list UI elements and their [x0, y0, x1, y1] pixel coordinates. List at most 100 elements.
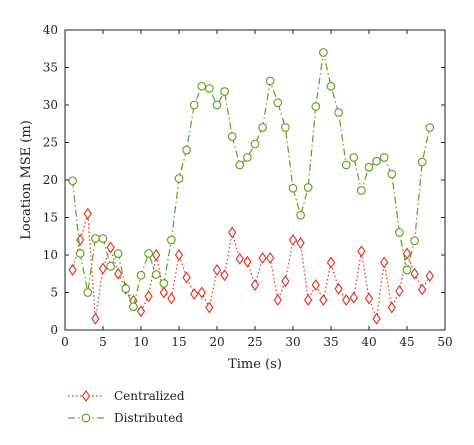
data-point-distributed — [121, 284, 131, 294]
data-point-distributed — [281, 123, 290, 132]
x-tick-label: 50 — [437, 335, 452, 349]
x-tick-label: 25 — [247, 335, 262, 349]
data-point-distributed — [75, 249, 85, 258]
data-point-distributed — [212, 100, 222, 110]
axes: 0 5 10 15 20 25 30 35 40 45 50 0 5 10 15 20 25 30 35 40 — [43, 23, 453, 349]
data-point-centralized — [273, 294, 282, 306]
data-point-centralized — [114, 267, 123, 280]
data-point-distributed — [113, 249, 123, 258]
data-point-distributed — [174, 174, 184, 183]
data-point-centralized — [182, 271, 191, 284]
data-point-centralized — [281, 275, 290, 288]
x-tick-label: 20 — [209, 335, 224, 349]
y-tick-label: 40 — [43, 23, 58, 37]
data-point-distributed — [106, 261, 115, 271]
plot-area — [68, 48, 435, 325]
data-point-centralized — [136, 305, 146, 318]
data-point-centralized — [395, 285, 404, 297]
data-point-distributed — [91, 234, 100, 243]
data-point-distributed — [273, 98, 283, 108]
legend-entry-distributed: Distributed — [68, 411, 183, 425]
x-tick-label: 10 — [133, 335, 148, 349]
data-point-centralized — [380, 256, 389, 269]
data-point-distributed — [417, 157, 427, 167]
data-point-centralized — [98, 262, 108, 275]
data-point-centralized — [342, 294, 351, 306]
data-point-distributed — [296, 210, 305, 220]
x-tick-label: 30 — [285, 335, 300, 349]
data-point-centralized — [258, 252, 267, 264]
y-axis-title: Location MSE (m) — [19, 120, 34, 240]
data-point-centralized — [159, 286, 168, 299]
data-point-centralized — [205, 301, 214, 314]
data-point-distributed — [189, 100, 199, 110]
x-axis-title: Time (s) — [228, 357, 282, 372]
x-tick-label: 0 — [61, 335, 69, 349]
data-point-distributed — [341, 160, 351, 170]
data-point-centralized — [334, 282, 343, 295]
data-point-distributed — [129, 302, 138, 312]
y-tick-label: 25 — [43, 136, 58, 150]
data-point-centralized — [91, 312, 100, 325]
y-tick-label: 5 — [50, 286, 58, 300]
data-point-distributed — [144, 249, 153, 258]
data-point-centralized — [418, 283, 427, 296]
data-point-centralized — [212, 264, 222, 276]
data-point-distributed — [205, 84, 214, 93]
y-tick-label: 10 — [43, 248, 58, 262]
data-point-distributed — [372, 156, 381, 166]
data-point-centralized — [68, 264, 77, 276]
data-point-centralized — [319, 294, 328, 306]
data-point-centralized — [402, 247, 412, 260]
data-point-distributed — [182, 145, 191, 155]
data-point-centralized — [235, 252, 244, 265]
x-tick-label: 5 — [99, 335, 107, 349]
data-point-centralized — [296, 237, 305, 249]
data-point-centralized — [425, 270, 434, 282]
data-point-distributed — [243, 153, 252, 162]
data-point-centralized — [304, 294, 313, 306]
data-point-distributed — [98, 234, 108, 243]
data-point-centralized — [174, 249, 184, 261]
data-point-distributed — [357, 186, 366, 195]
data-point-centralized — [387, 301, 396, 314]
series-line-centralized — [72, 213, 431, 319]
data-point-centralized — [311, 279, 320, 291]
data-point-distributed — [220, 87, 229, 96]
data-point-centralized — [266, 252, 275, 264]
legend-marker-distributed — [81, 413, 91, 423]
data-point-distributed — [68, 176, 77, 186]
data-point-centralized — [190, 288, 199, 300]
data-point-centralized — [152, 249, 161, 261]
data-point-distributed — [136, 270, 146, 280]
data-point-centralized — [167, 292, 176, 305]
data-point-distributed — [167, 235, 176, 245]
data-point-distributed — [151, 270, 161, 279]
data-point-distributed — [364, 162, 374, 172]
data-point-distributed — [227, 132, 237, 141]
data-point-distributed — [402, 265, 412, 275]
data-point-distributed — [235, 160, 245, 170]
legend: Centralized Distributed — [68, 389, 185, 425]
data-point-centralized — [410, 267, 419, 280]
data-point-distributed — [395, 228, 404, 237]
data-point-distributed — [410, 236, 419, 246]
data-point-distributed — [83, 288, 93, 297]
x-tick-label: 45 — [399, 335, 414, 349]
legend-marker-centralized — [81, 390, 91, 402]
data-point-centralized — [243, 255, 252, 268]
data-point-centralized — [144, 290, 153, 303]
data-point-distributed — [349, 153, 359, 162]
data-point-centralized — [106, 241, 115, 254]
legend-label-centralized: Centralized — [114, 389, 185, 403]
data-point-centralized — [349, 291, 358, 304]
data-point-centralized — [250, 279, 260, 291]
data-point-distributed — [303, 183, 313, 192]
data-point-distributed — [425, 123, 435, 132]
data-point-distributed — [387, 169, 397, 179]
x-tick-label: 15 — [171, 335, 186, 349]
y-tick-label: 0 — [50, 323, 58, 337]
data-point-centralized — [288, 234, 298, 246]
data-point-centralized — [83, 207, 92, 220]
